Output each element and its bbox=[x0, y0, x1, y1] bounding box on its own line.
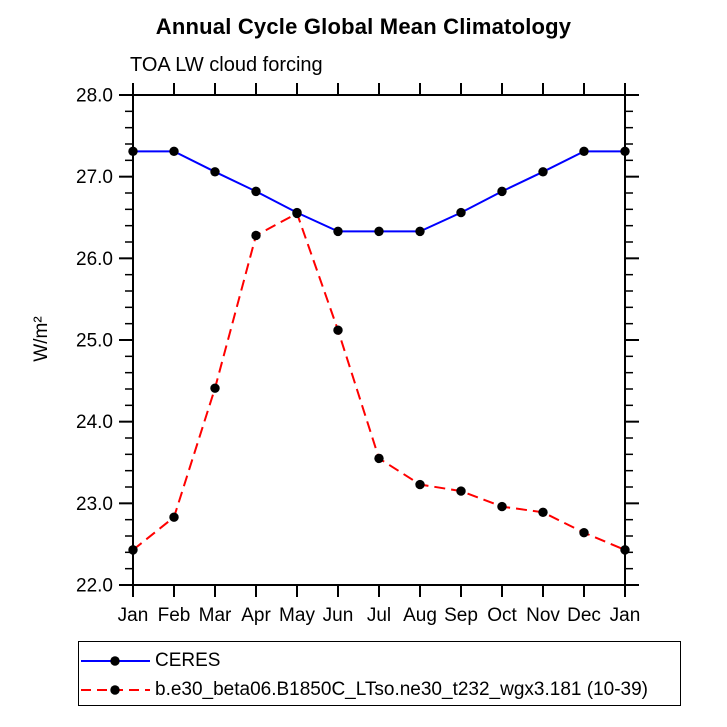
x-tick-label: Apr bbox=[241, 605, 271, 626]
data-point-marker bbox=[374, 226, 384, 237]
data-point-marker bbox=[169, 146, 179, 157]
x-tick-label: Jan bbox=[610, 605, 641, 626]
y-tick-label: 26.0 bbox=[76, 249, 113, 270]
x-axis-ticks bbox=[132, 83, 626, 597]
data-point-marker bbox=[333, 226, 343, 237]
data-point-marker bbox=[292, 208, 302, 219]
data-point-marker bbox=[251, 186, 261, 197]
data-point-marker bbox=[374, 453, 384, 464]
data-point-marker bbox=[456, 486, 466, 496]
x-tick-label: Aug bbox=[403, 605, 437, 626]
x-tick-label: May bbox=[279, 605, 315, 626]
data-point-marker bbox=[620, 146, 630, 157]
chart-subtitle: TOA LW cloud forcing bbox=[130, 54, 323, 76]
x-tick-label: Feb bbox=[158, 605, 191, 626]
data-point-marker bbox=[128, 545, 138, 555]
series-model bbox=[128, 208, 630, 555]
y-tick-label: 28.0 bbox=[76, 86, 113, 107]
y-minor-ticks bbox=[125, 110, 633, 570]
data-point-marker bbox=[128, 146, 138, 157]
x-tick-label: Sep bbox=[444, 605, 478, 626]
data-point-marker bbox=[169, 512, 179, 522]
x-tick-labels: Jan Feb Mar Apr May Jun Jul Aug Sep Oct Nov Dec Jan bbox=[118, 605, 641, 626]
data-point-marker bbox=[456, 207, 466, 218]
data-point-marker bbox=[251, 230, 261, 241]
data-point-marker bbox=[333, 325, 343, 335]
legend-item-model: b.e30_beta06.B1850C_LTso.ne30_t232_wgx3.… bbox=[80, 679, 648, 700]
y-tick-label: 24.0 bbox=[76, 412, 113, 433]
series-ceres bbox=[128, 146, 630, 237]
data-point-marker bbox=[538, 167, 548, 177]
y-tick-label: 23.0 bbox=[76, 494, 113, 515]
x-tick-label: Mar bbox=[199, 605, 232, 626]
data-point-marker bbox=[579, 146, 589, 157]
data-point-marker bbox=[538, 507, 548, 518]
data-point-marker bbox=[497, 186, 507, 197]
legend-label: b.e30_beta06.B1850C_LTso.ne30_t232_wgx3.… bbox=[155, 679, 648, 700]
x-tick-label: Jan bbox=[118, 605, 149, 626]
y-tick-label: 27.0 bbox=[76, 167, 113, 188]
x-tick-label: Oct bbox=[487, 605, 517, 626]
x-tick-label: Nov bbox=[526, 605, 560, 626]
chart-title: Annual Cycle Global Mean Climatology bbox=[155, 14, 572, 39]
legend-marker-dot bbox=[110, 656, 120, 666]
y-tick-label: 22.0 bbox=[76, 576, 113, 597]
data-point-marker bbox=[415, 226, 425, 237]
legend-label: CERES bbox=[155, 650, 221, 671]
y-tick-label: 25.0 bbox=[76, 331, 113, 352]
data-point-marker bbox=[579, 528, 589, 538]
x-tick-label: Dec bbox=[567, 605, 601, 626]
legend-marker-dot bbox=[110, 685, 120, 695]
legend-line-sample-solid bbox=[81, 656, 150, 666]
x-tick-label: Jun bbox=[323, 605, 354, 626]
y-major-ticks bbox=[119, 94, 639, 586]
y-tick-labels: 22.0 23.0 24.0 25.0 26.0 27.0 28.0 bbox=[76, 86, 113, 597]
x-tick-label: Jul bbox=[367, 605, 391, 626]
data-point-marker bbox=[210, 167, 220, 177]
data-point-marker bbox=[620, 545, 630, 555]
axes-frame bbox=[121, 83, 637, 597]
data-point-marker bbox=[210, 383, 220, 393]
legend: CERES b.e30_beta06.B1850C_LTso.ne30_t232… bbox=[78, 641, 681, 706]
data-point-marker bbox=[415, 479, 425, 490]
data-point-marker bbox=[497, 501, 507, 512]
legend-line-sample-dashed bbox=[81, 685, 150, 695]
legend-item-ceres: CERES bbox=[80, 650, 221, 671]
